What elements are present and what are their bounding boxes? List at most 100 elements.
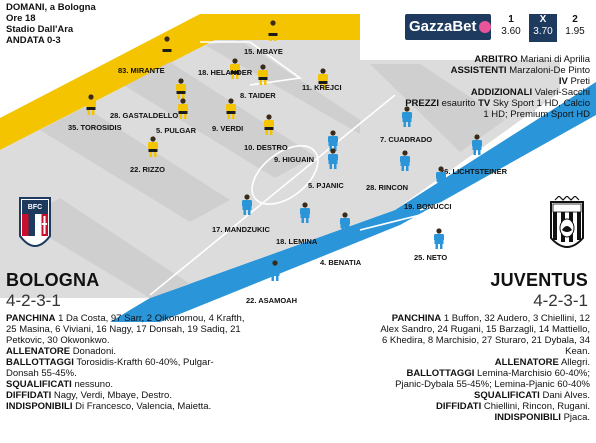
home-player-label: 11. KREJCI [302,83,342,92]
pitch-stripes [20,40,505,298]
assistants: Marzaloni-De Pinto [509,65,590,76]
additional-label: ADDIZIONALI [470,87,533,98]
away-doubts: Lemina-Marchisio 60-40%; Pjanic-Dybala 5… [395,368,590,390]
match-first-leg: ANDATA 0-3 [6,35,61,46]
home-team: BOLOGNA 4-2-3-1 [6,270,99,311]
home-warned: Nagy, Verdi, Mbaye, Destro. [53,390,172,401]
away-player-label: 17. MANDZUKIC [212,225,270,234]
home-warned-label: DIFFIDATI [6,390,52,401]
prices-label: PREZZI [405,98,439,109]
home-player-icon [258,64,268,85]
home-player-label: 15. MBAYE [244,47,283,56]
away-player-icon [328,148,338,169]
fourth-official: Preti [570,76,590,87]
odds-home-label: 1 [508,14,514,25]
fourth-official-label: IV [558,76,568,87]
away-unavailable: Pjaca. [563,412,590,423]
away-suspended: Dani Alves. [542,390,590,401]
away-player-icon [328,130,338,151]
home-player-icon [264,114,274,135]
odds-home: 1 3.60 [497,14,525,38]
assistants-label: ASSISTENTI [450,65,507,76]
referee-label: ARBITRO [474,54,518,65]
juventus-crest-icon [550,196,584,248]
match-when: DOMANI, a Bologna [6,2,96,13]
home-player-icon [162,36,172,57]
odds-away-label: 2 [572,14,578,25]
away-player-label: 18. LEMINA [276,237,318,246]
away-warned: Chiellini, Rincon, Rugani. [483,401,590,412]
away-player-icon [300,202,310,223]
home-player-label: 22. RIZZO [130,165,166,174]
away-player-icon [434,228,444,249]
prices: esaurito [441,98,476,109]
home-player-icon [178,98,188,119]
away-player-icon [340,212,350,233]
home-coach: Donadoni. [72,346,116,357]
away-player-label: 28. RINCON [366,183,409,192]
gazzabet-brand: GazzaBet [409,18,477,35]
away-player-label: 22. ASAMOAH [246,296,297,305]
away-warned-label: DIFFIDATI [436,401,482,412]
home-unavailable: Di Francesco, Valencia, Maietta. [75,401,212,412]
home-player-icon [318,68,328,89]
away-suspended-label: SQUALIFICATI [474,390,540,401]
away-player-label: 19. BONUCCI [404,202,452,211]
home-formation: 4-2-3-1 [6,291,61,310]
match-stadium: Stadio Dall'Ara [6,24,74,35]
home-player-icon [268,20,278,41]
away-coach-label: ALLENATORE [494,357,559,368]
away-player-icon [270,260,280,281]
bologna-crest-text: BFC [28,204,42,211]
home-doubts: Torosidis-Krafth 60-40%, Pulgar-Donsah 5… [6,357,214,379]
home-color-band [0,14,360,150]
home-player-label: 83. MIRANTE [118,66,165,75]
away-bench: 1 Buffon, 32 Audero, 3 Chiellini, 12 Ale… [380,313,590,357]
home-bench: 1 Da Costa, 97 Sarr, 2 Oikonomou, 4 Kraf… [6,313,245,346]
away-player-icon [400,150,410,171]
odds-away: 2 1.95 [561,14,589,38]
away-player-label: 26. LICHTSTEINER [440,167,508,176]
home-bench-label: PANCHINA [6,313,56,324]
away-player-icon [402,106,412,127]
away-team-name: JUVENTUS [490,270,588,290]
pitch-lines [149,41,521,296]
odds-draw-value: 3.70 [533,26,553,37]
gazzabet-logo: GazzaBet [405,14,491,40]
away-player-icon [242,194,252,215]
odds-away-value: 1.95 [565,26,585,37]
home-player-icon [86,94,96,115]
tv-label: TV [478,98,491,109]
home-doubts-label: BALLOTTAGGI [6,357,74,368]
away-team: JUVENTUS 4-2-3-1 [490,270,588,311]
away-player-icon [436,166,446,187]
away-unavailable-label: INDISPONIBILI [494,412,561,423]
tv: Sky Sport 1 HD, Calcio 1 HD; Premium Spo… [483,98,590,120]
away-player-icon [472,134,482,155]
home-player-label: 35. TOROSIDIS [68,123,122,132]
home-team-name: BOLOGNA [6,270,100,290]
away-coach: Allegri. [560,357,590,368]
away-doubts-label: BALLOTTAGGI [406,368,475,379]
home-unavailable-label: INDISPONIBILI [6,401,73,412]
home-player-label: 8. TAIDER [240,91,276,100]
referee: Mariani di Aprilia [520,54,590,65]
away-player-label: 7. CUADRADO [380,135,433,144]
home-notes: PANCHINA 1 Da Costa, 97 Sarr, 2 Oikonomo… [6,313,246,412]
home-player-label: 5. PULGAR [156,126,197,135]
match-time: Ore 18 [6,13,36,24]
bologna-crest-icon: BFC [19,197,51,247]
home-player-label: 10. DESTRO [244,143,288,152]
home-player-icon [176,78,186,99]
away-notes: PANCHINA 1 Buffon, 32 Audero, 3 Chiellin… [375,313,590,423]
home-player-label: 18. HELANDER [198,68,253,77]
away-player-label: 25. NETO [414,253,448,262]
away-player-label: 5. PJANIC [308,181,344,190]
away-bench-label: PANCHINA [391,313,442,324]
match-info: DOMANI, a Bologna Ore 18 Stadio Dall'Ara… [6,2,96,46]
home-player-label: 28. GASTALDELLO [110,111,179,120]
odds-draw: X 3.70 [529,14,557,42]
odds-home-value: 3.60 [501,26,521,37]
